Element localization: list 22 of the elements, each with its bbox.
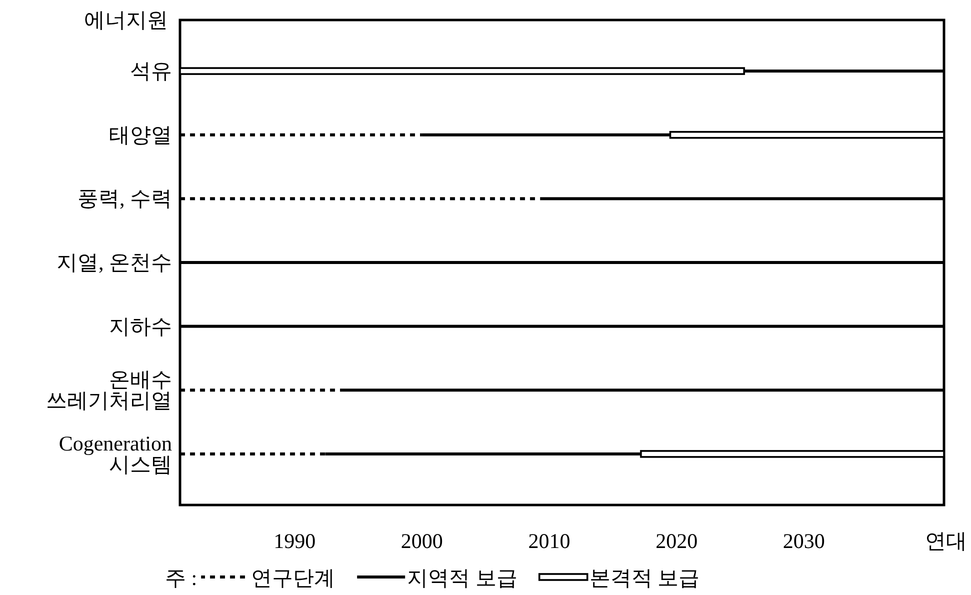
y-tick-label: 지열, 온천수 (56, 250, 172, 274)
y-tick-label: Cogeneration 시스템 (58, 431, 172, 476)
legend-label: 지역적 보급 (407, 566, 518, 590)
x-tick-label: 2000 (400, 529, 443, 553)
legend-label: 연구단계 (251, 566, 336, 590)
x-tick-label: 2020 (656, 529, 698, 553)
y-tick-label: 풍력, 수력 (78, 186, 172, 211)
legend-title: 주 : (165, 566, 198, 590)
y-axis-title: 에너지원 (84, 8, 168, 32)
x-tick-label: 2030 (782, 529, 825, 553)
y-tick-label: 태양열 (109, 122, 172, 147)
x-tick-label: 1990 (274, 529, 316, 553)
y-tick-label: 온배수 쓰레기처리열 (46, 368, 172, 413)
bar (180, 133, 422, 136)
y-tick-label: 지하수 (109, 314, 172, 338)
bar (180, 452, 326, 456)
y-tick-label: 석유 (130, 59, 172, 84)
bar (180, 197, 540, 200)
x-tick-label: 2010 (528, 529, 570, 553)
legend-label: 본격적 보급 (589, 566, 700, 590)
bar (180, 388, 343, 392)
x-axis-title: 연대 (925, 529, 967, 553)
